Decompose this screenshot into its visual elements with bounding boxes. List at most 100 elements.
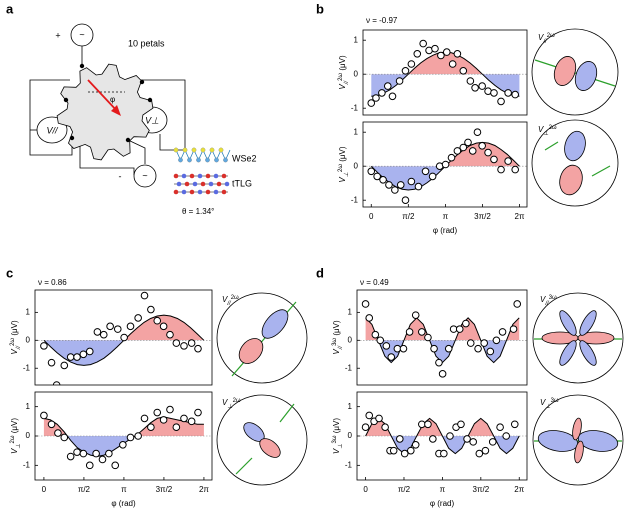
panel-label: c xyxy=(6,265,13,280)
label-sub: // xyxy=(16,345,22,351)
atom xyxy=(200,147,206,153)
data-point xyxy=(361,423,370,432)
data-point xyxy=(429,435,437,443)
data-point xyxy=(457,420,465,429)
wire xyxy=(79,143,135,175)
plot-area xyxy=(35,291,212,385)
data-point xyxy=(466,339,475,347)
label-sub: // xyxy=(338,345,344,351)
data-point xyxy=(511,165,520,174)
data-point xyxy=(52,381,61,385)
data-point xyxy=(463,435,471,443)
atom xyxy=(178,157,183,163)
fill-below xyxy=(365,436,520,454)
data-point xyxy=(382,342,391,350)
data-point xyxy=(459,67,468,75)
data-point xyxy=(510,420,519,429)
data-point xyxy=(466,77,475,85)
filling-label: ν = 0.49 xyxy=(360,278,389,287)
data-point xyxy=(99,330,108,339)
arrow-head xyxy=(111,105,121,116)
data-point xyxy=(166,330,174,339)
material-label: WSe2 xyxy=(232,153,257,163)
data-point xyxy=(444,344,453,353)
data-point xyxy=(172,339,181,347)
contact xyxy=(69,135,75,141)
panel-label: a xyxy=(6,1,14,16)
fill-below xyxy=(378,340,507,363)
label-sup: 2ω xyxy=(338,164,344,172)
x-axis-label: φ (rad) xyxy=(430,499,455,508)
data-point xyxy=(134,314,142,322)
label-sub: // xyxy=(226,301,232,307)
data-point xyxy=(509,325,518,333)
atom xyxy=(213,173,219,179)
data-point xyxy=(437,51,445,60)
data-point xyxy=(496,423,504,432)
data-point xyxy=(438,370,447,378)
lattice-icon xyxy=(173,147,231,195)
material-label: tTLG xyxy=(232,178,252,188)
axis-label: V//2ω (μV) xyxy=(338,55,350,90)
data-point xyxy=(47,358,56,367)
phi-label: φ xyxy=(110,95,115,104)
fill-below xyxy=(371,74,520,97)
data-point xyxy=(147,423,155,432)
label-main: V xyxy=(10,349,19,355)
fill-above xyxy=(43,315,204,341)
data-point xyxy=(459,143,468,152)
x-tick-label: 3π/2 xyxy=(474,212,491,221)
data-point xyxy=(401,67,410,75)
data-point xyxy=(471,84,479,92)
data-point xyxy=(385,181,393,189)
label-sup: 3ω xyxy=(332,338,338,346)
label-unit: (μV) xyxy=(10,320,19,338)
contact xyxy=(79,63,85,69)
voltmeter-label: V⊥ xyxy=(145,115,159,125)
data-point xyxy=(54,429,62,437)
label-main: V xyxy=(338,177,347,183)
atom xyxy=(181,173,187,179)
atom xyxy=(173,189,179,195)
x-tick-label: π/2 xyxy=(402,212,415,221)
label-sub: ⊥ xyxy=(15,443,22,448)
x-tick-label: π/2 xyxy=(398,485,411,494)
polarity: - xyxy=(119,171,122,181)
data-point xyxy=(396,181,405,189)
y-tick-label: -1 xyxy=(351,195,359,204)
axes-frame xyxy=(34,289,213,386)
data-point xyxy=(79,350,88,359)
atom xyxy=(209,147,215,153)
data-point xyxy=(187,417,196,426)
contact xyxy=(147,97,153,103)
data-point xyxy=(376,336,385,345)
polar-inset xyxy=(216,394,308,486)
data-point xyxy=(488,438,497,446)
data-point xyxy=(474,344,482,353)
axes-frame xyxy=(356,289,528,386)
label-sub: // xyxy=(544,301,550,307)
data-point xyxy=(194,408,202,417)
atom xyxy=(224,181,230,187)
data-point xyxy=(180,342,188,350)
label-sub: // xyxy=(542,39,548,45)
y-tick-label: -1 xyxy=(23,363,31,372)
data-point xyxy=(419,39,427,48)
label-main: V xyxy=(332,349,341,355)
label-sup: 2ω xyxy=(338,73,344,81)
label-unit: (μV) xyxy=(338,55,347,73)
x-tick-label: 0 xyxy=(363,485,368,494)
atom xyxy=(223,157,228,163)
data-point xyxy=(381,423,389,432)
label-main: V xyxy=(538,33,544,42)
label-main: V xyxy=(338,84,347,90)
label-sup: 2ω xyxy=(547,33,555,39)
data-point xyxy=(490,89,498,97)
data-point xyxy=(448,60,457,68)
data-point xyxy=(66,353,75,361)
data-point xyxy=(400,449,409,458)
atom xyxy=(181,189,187,195)
data-point xyxy=(441,160,450,169)
axis-label: V⊥2ω xyxy=(538,125,557,137)
